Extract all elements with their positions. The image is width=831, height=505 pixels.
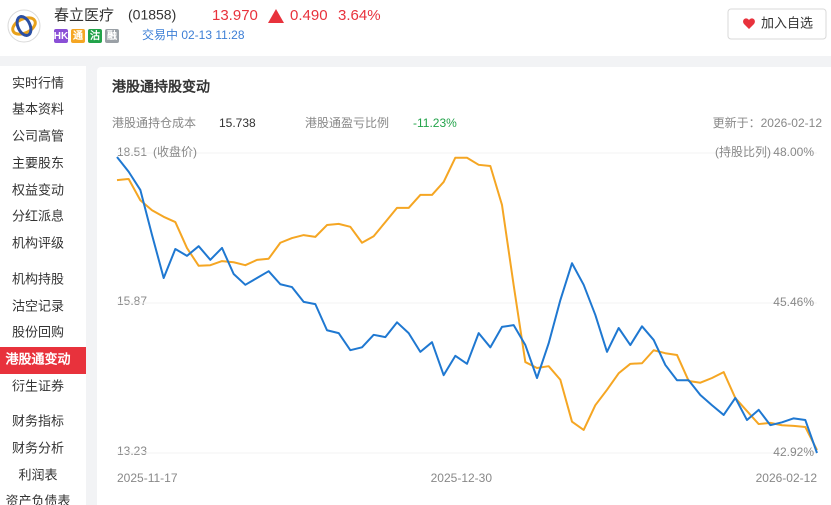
add-watchlist-label[interactable]: 加入自选	[761, 15, 813, 30]
y2-tick-label: 42.92%	[773, 445, 814, 459]
heart-icon	[743, 18, 755, 29]
y-tick-label: 13.23	[117, 444, 147, 458]
series-line	[116, 156, 818, 454]
y-tick-label: 15.87	[117, 294, 147, 308]
header-bg	[0, 0, 831, 56]
y2-tick-label: 48.00%	[773, 145, 814, 159]
sidebar-bg	[0, 66, 86, 505]
y-axis-label: (收盘价)	[153, 144, 197, 159]
badge-bg	[88, 29, 102, 43]
sidebar-item[interactable]: 机构持股	[12, 271, 64, 286]
sidebar-item[interactable]: 财务分析	[12, 440, 64, 455]
cost-label: 港股通持仓成本	[112, 115, 196, 130]
badge: 融	[107, 29, 117, 42]
series-line	[116, 156, 818, 451]
y2-axis-label: (持股比列)	[715, 144, 771, 159]
sidebar-item[interactable]: 机构评级	[12, 235, 64, 250]
badge-bg	[54, 29, 68, 43]
sidebar-active-bg	[0, 347, 86, 374]
pnl-value: -11.23%	[413, 116, 457, 130]
updated-time: 更新于：2026-02-12	[713, 115, 823, 130]
up-arrow	[268, 9, 284, 23]
cost-value: 15.738	[219, 116, 256, 130]
x-tick-label: 2025-11-17	[117, 471, 178, 485]
sidebar-item[interactable]: 财务指标	[12, 413, 64, 428]
logo	[7, 9, 41, 43]
x-tick-label: 2026-02-12	[756, 471, 818, 485]
x-tick-label: 2025-12-30	[431, 471, 493, 485]
sidebar-item[interactable]: 股份回购	[12, 324, 64, 339]
price-change: 0.490	[290, 7, 328, 24]
y2-tick-label: 45.46%	[773, 295, 814, 309]
sidebar-item[interactable]: 利润表	[18, 467, 57, 482]
pnl-label: 港股通盈亏比例	[305, 116, 389, 130]
sidebar-item[interactable]: 衍生证券	[12, 378, 64, 393]
stock-name: 春立医疗	[54, 7, 114, 24]
panel-title: 港股通持股变动	[112, 79, 210, 95]
sidebar-item[interactable]: 权益变动	[12, 182, 64, 197]
trade-status: 交易中 02-13 11:28	[142, 27, 245, 42]
badge: 通	[73, 30, 83, 42]
stock-price: 13.970	[212, 7, 258, 24]
badge: HK	[54, 31, 69, 42]
badge-bg	[71, 29, 85, 43]
sidebar-item[interactable]: 主要股东	[12, 155, 64, 170]
stock-code: (01858)	[128, 7, 176, 23]
add-watchlist-button[interactable]	[727, 8, 827, 40]
sidebar-item[interactable]: 基本资料	[12, 101, 64, 116]
chart: 13.23 15.87 18.51 42.92% 45.46% 48.00% (收盘价) (持…	[116, 144, 818, 485]
sidebar-item[interactable]: 公司高管	[12, 128, 64, 143]
panel-bg	[97, 67, 831, 505]
y-tick-label: 18.51	[117, 145, 147, 159]
sidebar-item[interactable]: 港股通变动	[5, 351, 70, 366]
sidebar-item[interactable]: 沽空记录	[12, 298, 64, 313]
price-change-pct: 3.64%	[338, 7, 381, 24]
sidebar-item[interactable]: 资产负债表	[5, 493, 70, 505]
sidebar-item[interactable]: 实时行情	[12, 75, 64, 90]
sidebar-item[interactable]: 分红派息	[12, 208, 64, 223]
badge: 沽	[90, 29, 100, 42]
badge-bg	[105, 29, 119, 43]
